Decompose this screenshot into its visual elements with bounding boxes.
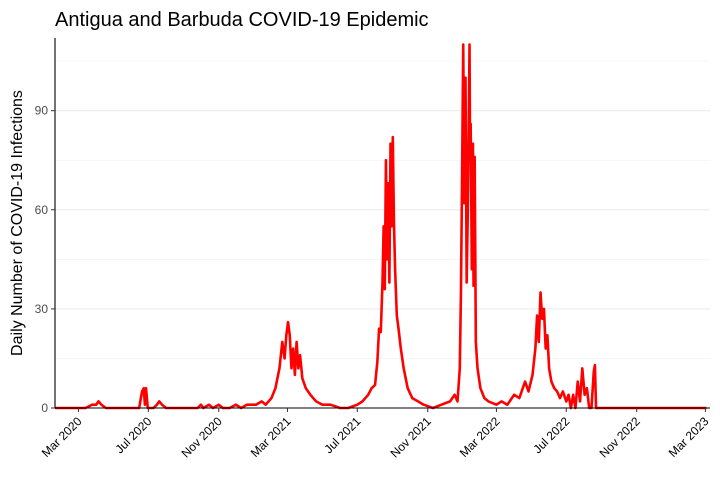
x-tick-label: Mar 2020 [39,414,85,460]
series-line-0 [54,43,707,410]
x-tick-label: Mar 2022 [457,414,503,460]
x-ticks: Mar 2020 Jul 2020 Nov 2020 Mar 2021 Jul 2021… [39,408,712,460]
x-tick-label: Jul 2020 [112,414,154,456]
x-tick-label: Jul 2022 [530,414,572,456]
y-ticks: 0 30 60 90 [35,104,55,415]
y-tick-label: 30 [35,302,49,316]
x-tick-label: Nov 2021 [388,414,434,460]
x-tick-label: Jul 2021 [321,414,363,456]
x-tick-label: Mar 2021 [248,414,294,460]
x-tick-label: Nov 2022 [597,414,643,460]
y-tick-label: 0 [41,401,48,415]
chart-title: Antigua and Barbuda COVID-19 Epidemic [55,9,429,31]
series-layer [54,43,707,410]
x-tick-label: Nov 2020 [179,414,225,460]
y-tick-label: 60 [35,203,49,217]
y-axis-title: Daily Number of COVID-19 Infections [9,90,26,356]
y-tick-label: 90 [35,104,49,118]
x-tick-label: Mar 2023 [666,414,712,460]
